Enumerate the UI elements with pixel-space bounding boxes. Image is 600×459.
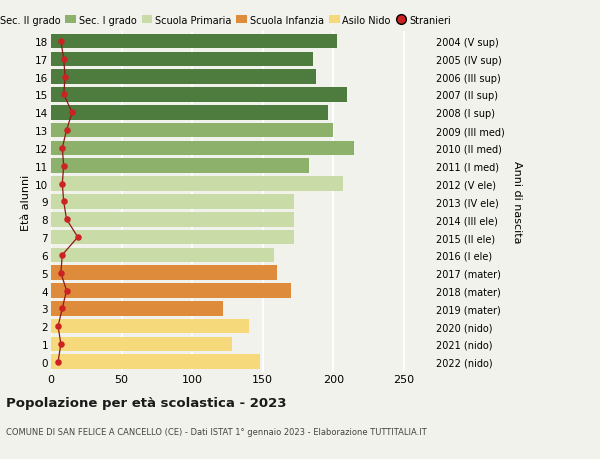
Legend: Sec. II grado, Sec. I grado, Scuola Primaria, Scuola Infanzia, Asilo Nido, Stran: Sec. II grado, Sec. I grado, Scuola Prim… <box>0 16 451 26</box>
Bar <box>51 141 355 156</box>
Bar <box>51 337 232 352</box>
Point <box>61 74 70 81</box>
Bar <box>51 302 223 316</box>
Bar <box>51 70 316 85</box>
Point <box>59 198 68 206</box>
Bar <box>51 123 333 138</box>
Point <box>62 127 71 134</box>
Bar <box>51 266 277 280</box>
Bar <box>51 159 309 174</box>
Bar <box>51 34 337 49</box>
Bar <box>51 248 274 263</box>
Bar <box>51 319 248 334</box>
Point <box>53 358 63 366</box>
Point <box>67 109 77 117</box>
Y-axis label: Età alunni: Età alunni <box>21 174 31 230</box>
Point <box>53 323 63 330</box>
Bar <box>51 213 294 227</box>
Point <box>56 341 65 348</box>
Point <box>59 163 68 170</box>
Point <box>56 38 65 45</box>
Point <box>58 305 67 312</box>
Point <box>62 287 71 295</box>
Point <box>58 145 67 152</box>
Bar <box>51 230 294 245</box>
Point <box>56 269 65 277</box>
Point <box>58 180 67 188</box>
Y-axis label: Anni di nascita: Anni di nascita <box>512 161 521 243</box>
Point <box>58 252 67 259</box>
Point <box>59 92 68 99</box>
Bar <box>51 52 313 67</box>
Text: COMUNE DI SAN FELICE A CANCELLO (CE) - Dati ISTAT 1° gennaio 2023 - Elaborazione: COMUNE DI SAN FELICE A CANCELLO (CE) - D… <box>6 427 427 436</box>
Bar <box>51 195 294 209</box>
Point <box>62 216 71 224</box>
Text: Popolazione per età scolastica - 2023: Popolazione per età scolastica - 2023 <box>6 396 287 409</box>
Point <box>73 234 83 241</box>
Bar <box>51 177 343 191</box>
Bar <box>51 106 328 120</box>
Bar <box>51 88 347 102</box>
Bar <box>51 284 291 298</box>
Bar <box>51 355 260 369</box>
Point <box>59 56 68 63</box>
